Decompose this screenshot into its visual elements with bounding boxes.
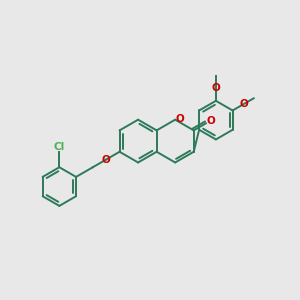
Text: Cl: Cl [54, 142, 65, 152]
Text: O: O [206, 116, 215, 126]
Text: O: O [176, 114, 184, 124]
Text: O: O [212, 83, 220, 93]
Text: O: O [239, 99, 248, 109]
Text: O: O [101, 154, 110, 164]
